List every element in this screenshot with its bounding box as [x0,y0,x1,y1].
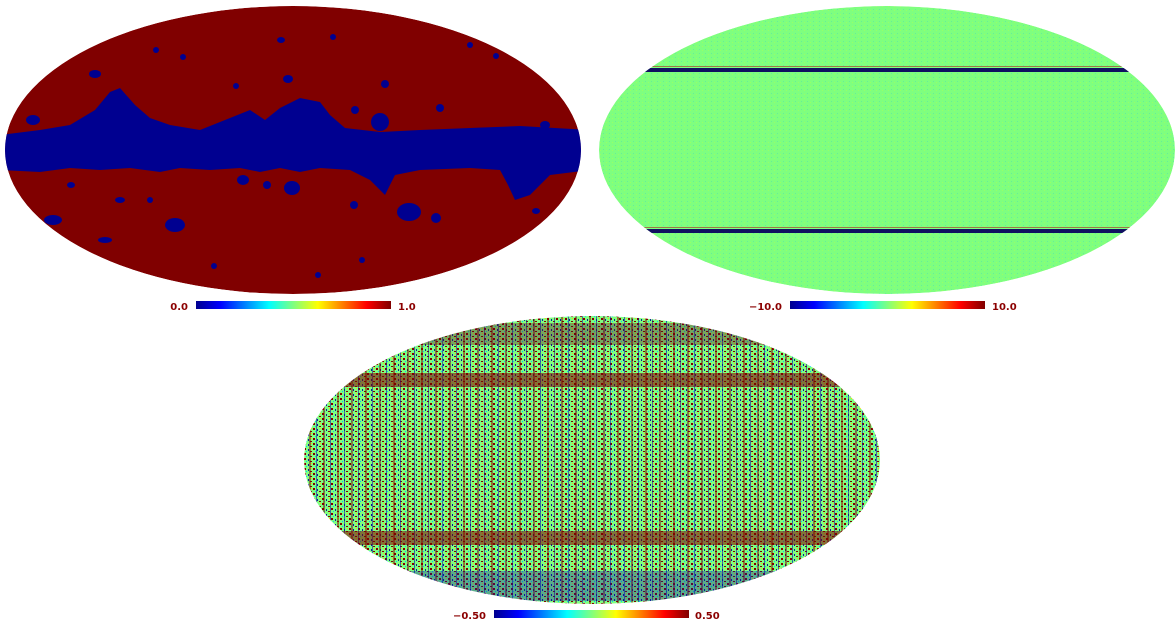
noise-band-north [304,373,880,387]
colorbar-min-label: −10.0 [749,302,782,313]
residual-map-svg: −10.0 10.0 [599,6,1175,313]
mask-map-sky [5,6,581,294]
colorbar-gradient [196,301,391,309]
colorbar-gradient [790,301,985,309]
colorbar-min-label: 0.0 [170,302,188,313]
colorbar-max-label: 10.0 [992,302,1017,313]
noise-colorbar: −0.50 0.50 [453,610,720,622]
stripe-south [599,229,1175,233]
mask-colorbar: 0.0 1.0 [170,301,416,313]
residual-colorbar: −10.0 10.0 [749,301,1017,313]
colorbar-max-label: 1.0 [398,302,416,313]
residual-map-panel: −10.0 10.0 [590,0,1175,315]
galactic-plane-mask [5,88,581,200]
point-source-holes [26,34,550,278]
colorbar-gradient [494,610,689,618]
colorbar-min-label: −0.50 [453,611,486,622]
noise-map-svg: −0.50 0.50 [304,316,880,622]
noise-map-sky [304,316,880,604]
colorbar-max-label: 0.50 [695,611,720,622]
noise-band-south [304,531,880,545]
stripe-north [599,68,1175,72]
mask-map-svg: 0.0 1.0 [5,6,581,313]
residual-map-sky [599,6,1175,294]
noise-map-panel: −0.50 0.50 [295,313,885,625]
mask-map-panel: 0.0 1.0 [0,0,590,315]
